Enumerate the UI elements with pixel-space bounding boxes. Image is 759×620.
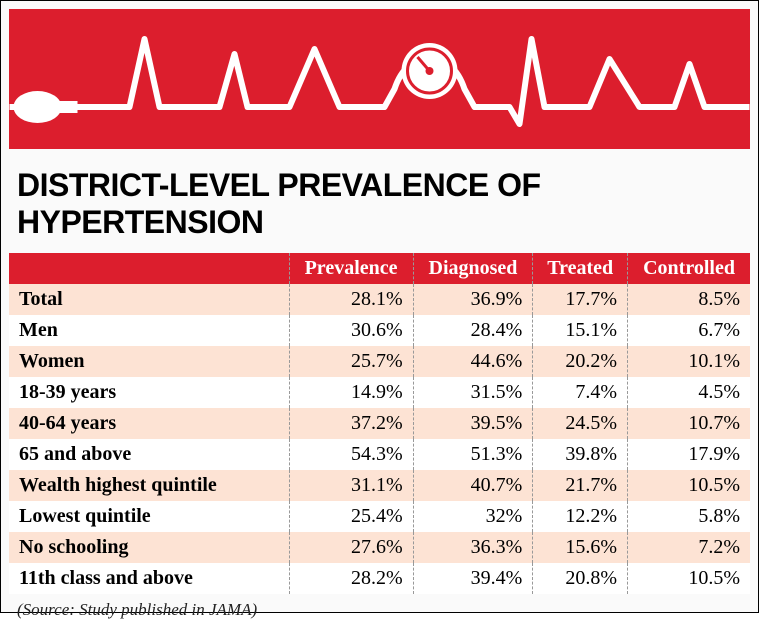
col-controlled: Controlled — [628, 253, 750, 284]
row-label: Wealth highest quintile — [9, 470, 289, 501]
cell-value: 25.7% — [289, 346, 413, 377]
cell-value: 15.1% — [533, 315, 628, 346]
cell-value: 40.7% — [413, 470, 533, 501]
table-row: Women25.7%44.6%20.2%10.1% — [9, 346, 750, 377]
table-row: 11th class and above28.2%39.4%20.8%10.5% — [9, 563, 750, 594]
cell-value: 54.3% — [289, 439, 413, 470]
cell-value: 12.2% — [533, 501, 628, 532]
table-body: Total28.1%36.9%17.7%8.5%Men30.6%28.4%15.… — [9, 284, 750, 594]
cell-value: 8.5% — [628, 284, 750, 315]
col-diagnosed: Diagnosed — [413, 253, 533, 284]
row-label: 40-64 years — [9, 408, 289, 439]
table-row: 65 and above54.3%51.3%39.8%17.9% — [9, 439, 750, 470]
table-row: Men30.6%28.4%15.1%6.7% — [9, 315, 750, 346]
cell-value: 31.1% — [289, 470, 413, 501]
row-label: 11th class and above — [9, 563, 289, 594]
table-row: Lowest quintile25.4%32%12.2%5.8% — [9, 501, 750, 532]
cell-value: 10.5% — [628, 470, 750, 501]
cell-value: 37.2% — [289, 408, 413, 439]
cell-value: 6.7% — [628, 315, 750, 346]
cell-value: 28.1% — [289, 284, 413, 315]
cell-value: 10.7% — [628, 408, 750, 439]
cell-value: 10.5% — [628, 563, 750, 594]
page-title: DISTRICT-LEVEL PREVALENCE OF HYPERTENSIO… — [17, 167, 750, 241]
cell-value: 39.4% — [413, 563, 533, 594]
cell-value: 28.4% — [413, 315, 533, 346]
data-table: Prevalence Diagnosed Treated Controlled … — [9, 253, 750, 594]
table-header-row: Prevalence Diagnosed Treated Controlled — [9, 253, 750, 284]
cell-value: 30.6% — [289, 315, 413, 346]
cell-value: 24.5% — [533, 408, 628, 439]
cell-value: 39.8% — [533, 439, 628, 470]
cell-value: 28.2% — [289, 563, 413, 594]
cell-value: 4.5% — [628, 377, 750, 408]
cell-value: 36.9% — [413, 284, 533, 315]
cell-value: 5.8% — [628, 501, 750, 532]
table-row: 18-39 years14.9%31.5%7.4%4.5% — [9, 377, 750, 408]
col-blank — [9, 253, 289, 284]
cell-value: 20.8% — [533, 563, 628, 594]
cell-value: 32% — [413, 501, 533, 532]
cell-value: 14.9% — [289, 377, 413, 408]
ecg-illustration — [9, 9, 750, 149]
row-label: Men — [9, 315, 289, 346]
cell-value: 39.5% — [413, 408, 533, 439]
row-label: No schooling — [9, 532, 289, 563]
cell-value: 20.2% — [533, 346, 628, 377]
row-label: 18-39 years — [9, 377, 289, 408]
source-note: (Source: Study published in JAMA) — [17, 600, 750, 620]
col-treated: Treated — [533, 253, 628, 284]
cell-value: 10.1% — [628, 346, 750, 377]
cell-value: 27.6% — [289, 532, 413, 563]
table-row: No schooling27.6%36.3%15.6%7.2% — [9, 532, 750, 563]
cell-value: 25.4% — [289, 501, 413, 532]
col-prevalence: Prevalence — [289, 253, 413, 284]
ecg-banner — [9, 9, 750, 149]
cell-value: 17.7% — [533, 284, 628, 315]
cell-value: 36.3% — [413, 532, 533, 563]
cell-value: 51.3% — [413, 439, 533, 470]
table-row: 40-64 years37.2%39.5%24.5%10.7% — [9, 408, 750, 439]
cell-value: 17.9% — [628, 439, 750, 470]
infographic-container: DISTRICT-LEVEL PREVALENCE OF HYPERTENSIO… — [0, 0, 759, 613]
row-label: Lowest quintile — [9, 501, 289, 532]
cell-value: 7.4% — [533, 377, 628, 408]
table-row: Wealth highest quintile31.1%40.7%21.7%10… — [9, 470, 750, 501]
table-row: Total28.1%36.9%17.7%8.5% — [9, 284, 750, 315]
cell-value: 7.2% — [628, 532, 750, 563]
cell-value: 44.6% — [413, 346, 533, 377]
row-label: 65 and above — [9, 439, 289, 470]
row-label: Women — [9, 346, 289, 377]
row-label: Total — [9, 284, 289, 315]
cell-value: 31.5% — [413, 377, 533, 408]
cell-value: 15.6% — [533, 532, 628, 563]
cell-value: 21.7% — [533, 470, 628, 501]
